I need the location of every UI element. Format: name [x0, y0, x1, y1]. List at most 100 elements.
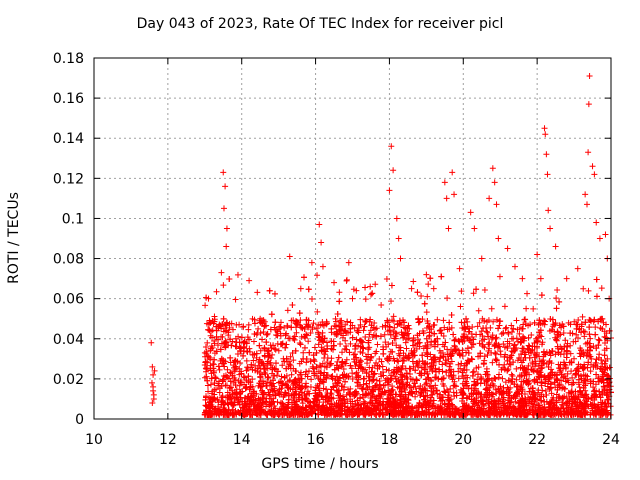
data-point [349, 411, 356, 418]
data-point [423, 309, 430, 316]
data-point [395, 365, 402, 372]
data-point [531, 319, 538, 326]
data-point [478, 397, 485, 404]
data-point [603, 404, 610, 411]
data-point [441, 400, 448, 407]
data-point [269, 366, 276, 373]
data-point [302, 404, 309, 411]
data-point [403, 354, 410, 361]
data-point [405, 335, 412, 342]
data-point [365, 339, 372, 346]
data-point [216, 378, 223, 385]
data-point [236, 339, 243, 346]
data-point [365, 373, 372, 380]
data-point [522, 321, 529, 328]
data-point [219, 398, 226, 405]
data-points [148, 73, 614, 418]
data-point [504, 409, 511, 416]
data-point [584, 376, 591, 383]
data-point [493, 390, 500, 397]
data-point [460, 325, 467, 332]
data-point [227, 354, 234, 361]
data-point [516, 324, 523, 331]
data-point [261, 344, 268, 351]
data-point [224, 366, 231, 373]
data-point [240, 345, 247, 352]
data-point [449, 406, 456, 413]
data-point [315, 411, 322, 418]
data-point [439, 361, 446, 368]
data-point [552, 351, 559, 358]
data-point [217, 409, 224, 416]
data-point [309, 295, 315, 302]
data-point [426, 323, 433, 330]
data-point [391, 373, 398, 380]
data-point [513, 376, 520, 383]
data-point [518, 384, 525, 391]
data-point [314, 308, 321, 315]
data-point [403, 345, 410, 352]
data-point [332, 377, 339, 384]
data-point [441, 324, 448, 331]
data-point [413, 360, 420, 367]
data-point [591, 409, 598, 416]
data-point [338, 317, 345, 324]
data-point [604, 396, 611, 403]
data-point [316, 399, 323, 406]
data-point [334, 310, 341, 317]
data-point [328, 373, 335, 380]
data-point [304, 398, 311, 405]
data-point [455, 361, 462, 368]
data-point [254, 289, 261, 296]
data-point [377, 333, 384, 340]
data-point [243, 357, 250, 364]
data-point [489, 359, 496, 366]
data-point [598, 285, 605, 292]
data-point [452, 405, 459, 412]
data-point [323, 364, 330, 371]
data-point [510, 411, 517, 418]
data-point [333, 387, 340, 394]
data-point [353, 369, 360, 376]
data-point [423, 402, 430, 409]
data-point [475, 399, 482, 406]
data-point [219, 334, 226, 341]
data-point [368, 353, 375, 360]
data-point [271, 402, 278, 409]
data-point [257, 373, 264, 380]
data-point [508, 322, 515, 329]
data-point [242, 400, 249, 407]
data-point [367, 355, 374, 362]
data-point [362, 407, 369, 414]
data-point [324, 345, 331, 352]
data-point [432, 382, 439, 389]
data-point [551, 379, 558, 386]
data-point [248, 401, 255, 408]
data-point [427, 383, 434, 390]
data-point [315, 321, 322, 328]
data-point [302, 383, 309, 390]
data-point [479, 398, 486, 405]
data-point [423, 343, 430, 350]
data-point [380, 398, 387, 405]
data-point [367, 283, 374, 290]
data-point [344, 398, 351, 405]
data-point [222, 321, 229, 328]
data-point [514, 388, 521, 395]
data-point [332, 323, 339, 330]
data-point [379, 388, 386, 395]
data-point [412, 393, 419, 400]
data-point [443, 408, 450, 415]
data-point [574, 402, 581, 409]
data-point [513, 365, 520, 372]
data-point [224, 373, 231, 380]
data-point [330, 342, 337, 349]
data-point [240, 324, 247, 331]
data-point [535, 362, 542, 369]
data-point [492, 335, 499, 342]
data-point [237, 360, 244, 367]
data-point [587, 318, 594, 325]
data-point [438, 349, 445, 356]
data-point [500, 329, 507, 336]
data-point [390, 318, 397, 325]
